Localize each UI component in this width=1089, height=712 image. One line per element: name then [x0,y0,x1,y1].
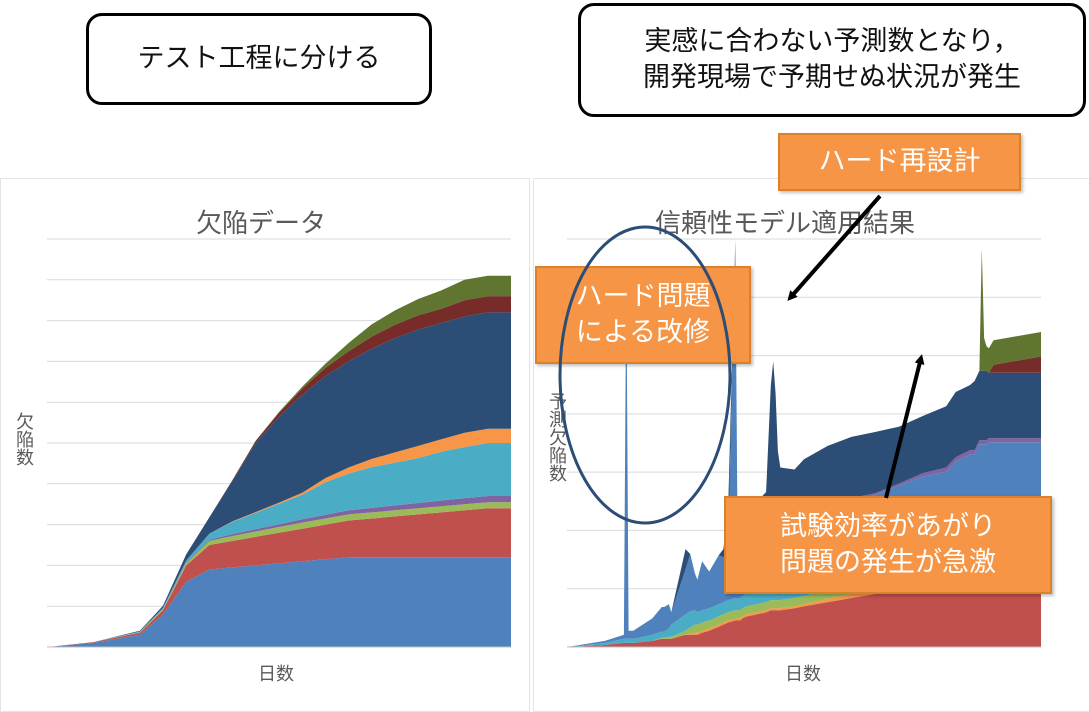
unexpected-line-1: 実感に合わない予測数となり， [644,25,1020,57]
left-series-area-red [47,508,511,647]
left-series-area-navy [47,312,511,647]
left-x-axis-label: 日数 [258,664,294,685]
left-series-area-blue [47,557,511,647]
hard-problem-line-2: による改修 [575,317,711,348]
left-series-area-cyan [47,443,511,647]
unexpected-situation-callout: 実感に合わない予測数となり， 開発現場で予期せぬ状況が発生 [578,3,1086,117]
hard-redesign-text: ハード再設計 [818,145,981,177]
hard-problem-note: ハード問題 による改修 [535,266,751,364]
test-efficiency-line-1: 試験効率があがり [780,510,996,542]
right-series-area-navy [567,239,1041,647]
right-x-axis-label: 日数 [785,664,821,685]
hard-problem-line-1: ハード問題 [575,280,711,312]
test-efficiency-line-2: 問題の発生が急激 [780,547,996,578]
left-y-axis-label: 欠陥数 [13,412,34,466]
left-chart-title: 欠陥データ [196,209,327,239]
test-phase-callout: テスト工程に分ける [86,13,432,105]
right-series-area-green [567,556,1041,647]
test-efficiency-note: 試験効率があがり 問題の発生が急激 [724,496,1052,594]
hard-redesign-note: ハード再設計 [778,133,1021,191]
left-series-area-green [47,502,511,647]
right-chart-title: 信頼性モデル適用結果 [655,209,916,239]
surge-arrow [884,354,925,499]
redesign-arrow [787,194,882,301]
unexpected-line-2: 開発現場で予期せぬ状況が発生 [643,62,1021,93]
left-series-area-purple [47,496,511,647]
hard-problem-ellipse [558,225,732,525]
test-phase-callout-text: テスト工程に分ける [137,42,381,74]
